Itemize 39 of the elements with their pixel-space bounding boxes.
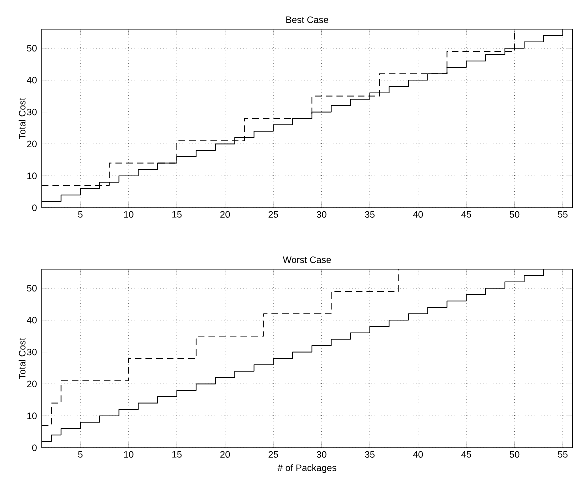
x-tick-label: 30 <box>316 211 327 218</box>
y-tick-label: 30 <box>27 349 37 356</box>
y-tick-label: 20 <box>27 380 37 388</box>
x-tick-label: 10 <box>124 451 134 458</box>
chart-title: Worst Case <box>283 256 332 264</box>
chart-title: Best Case <box>286 16 328 24</box>
y-tick-label: 10 <box>28 172 37 180</box>
x-tick-label: 15 <box>172 451 182 458</box>
x-tick-label: 55 <box>558 211 568 218</box>
x-tick-label: 50 <box>510 451 520 458</box>
y-tick-label: 0 <box>32 204 37 212</box>
x-tick-label: 30 <box>316 451 327 458</box>
x-tick-label: 40 <box>413 211 424 218</box>
x-tick-label: 10 <box>124 211 134 218</box>
x-tick-label: 25 <box>268 211 278 218</box>
x-tick-label: 35 <box>365 211 375 218</box>
y-tick-label: 50 <box>27 285 37 292</box>
y-tick-label: 20 <box>27 140 37 148</box>
y-tick-label: 50 <box>27 45 37 52</box>
y-tick-label: 30 <box>27 108 37 116</box>
x-tick-label: 50 <box>510 211 520 218</box>
x-tick-label: 20 <box>220 211 230 218</box>
y-tick-label: 40 <box>27 317 37 324</box>
y-tick-label: 10 <box>28 412 37 420</box>
y-tick-label: 0 <box>32 444 37 452</box>
x-tick-label: 35 <box>365 451 375 458</box>
y-axis-title: Total Cost <box>18 98 26 140</box>
x-tick-label: 5 <box>78 451 83 458</box>
x-tick-label: 55 <box>558 451 568 458</box>
y-axis-title: Total Cost <box>18 338 26 380</box>
x-tick-label: 45 <box>462 211 472 218</box>
x-tick-label: 45 <box>462 451 472 458</box>
x-tick-label: 15 <box>172 211 182 218</box>
y-tick-label: 40 <box>27 77 37 84</box>
x-tick-label: 40 <box>413 451 424 458</box>
x-tick-label: 25 <box>268 451 278 458</box>
x-axis-title: # of Packages <box>278 464 337 474</box>
x-tick-label: 20 <box>220 451 230 458</box>
x-tick-label: 5 <box>78 211 83 218</box>
